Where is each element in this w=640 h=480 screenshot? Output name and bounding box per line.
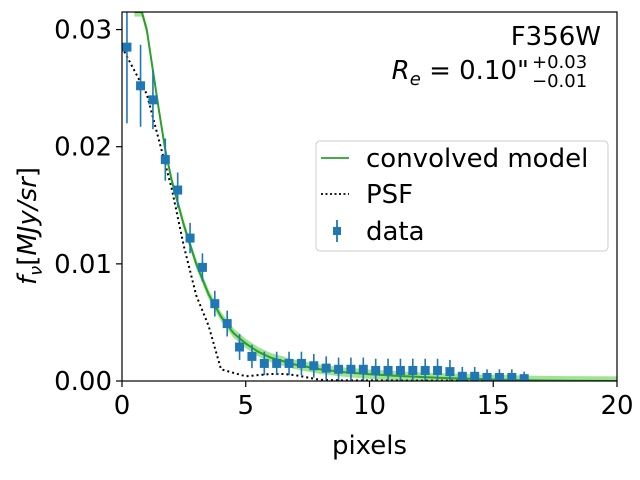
data-marker <box>334 364 344 374</box>
legend-psf-label: PSF <box>366 180 413 210</box>
data-marker <box>272 358 282 368</box>
data-marker <box>160 155 170 165</box>
data-marker <box>259 358 269 368</box>
data-point <box>507 369 517 381</box>
legend-data-label: data <box>366 217 425 247</box>
data-point <box>395 358 405 381</box>
y-tick-label: 0.00 <box>54 367 112 397</box>
data-marker <box>371 365 381 375</box>
data-marker <box>284 358 294 368</box>
y-axis-label: fν[MJy/sr] <box>13 167 47 285</box>
data-marker <box>358 364 368 374</box>
data-points <box>122 12 529 381</box>
data-point <box>136 44 146 127</box>
legend: convolved model PSF data <box>315 140 609 252</box>
data-point <box>259 351 269 376</box>
data-marker <box>247 351 257 361</box>
data-point <box>371 358 381 381</box>
data-marker <box>210 299 220 309</box>
data-marker <box>321 363 331 373</box>
data-marker <box>395 365 405 375</box>
data-point <box>433 358 443 381</box>
data-point <box>408 358 418 381</box>
re-upper-error: +0.03 <box>532 52 587 73</box>
x-axis-label: pixels <box>332 431 407 461</box>
data-marker <box>507 372 517 381</box>
y-tick-label: 0.02 <box>54 133 112 163</box>
y-tick-label: 0.03 <box>54 16 112 46</box>
data-point <box>122 12 132 124</box>
data-point <box>346 357 356 381</box>
data-point <box>457 366 467 381</box>
x-tick-label: 5 <box>237 391 254 421</box>
y-tick-label: 0.01 <box>54 250 112 280</box>
x-ticks: 0 5 10 15 20 <box>114 381 634 421</box>
data-marker <box>408 365 418 375</box>
data-point <box>148 70 158 130</box>
data-marker <box>222 319 232 329</box>
data-point <box>284 351 294 376</box>
legend-box <box>315 140 609 252</box>
data-point <box>222 310 232 337</box>
x-tick-label: 10 <box>353 391 386 421</box>
legend-model-label: convolved model <box>366 144 588 174</box>
re-lower-error: −0.01 <box>532 71 587 92</box>
data-marker <box>185 233 195 243</box>
data-marker <box>122 42 132 52</box>
data-marker <box>457 371 467 381</box>
data-marker <box>445 367 455 377</box>
data-point <box>210 290 220 317</box>
filter-label: F356W <box>511 22 601 52</box>
data-marker <box>420 365 430 375</box>
data-marker <box>494 372 504 381</box>
data-point <box>445 359 455 381</box>
effective-radius-label: Re = 0.10" +0.03 −0.01 <box>392 52 588 92</box>
data-marker <box>296 358 306 368</box>
data-marker <box>235 342 245 352</box>
data-marker <box>482 372 492 381</box>
data-marker <box>383 365 393 375</box>
y-ticks: 0.00 0.01 0.02 0.03 <box>54 16 122 397</box>
data-point <box>470 366 480 381</box>
svg-text:Re = 0.10": Re = 0.10" <box>392 56 529 90</box>
data-point <box>420 358 430 381</box>
data-point <box>358 357 368 381</box>
x-tick-label: 15 <box>477 391 510 421</box>
data-marker <box>470 371 480 381</box>
data-point <box>235 334 245 360</box>
data-point <box>247 344 257 369</box>
data-point <box>321 356 331 380</box>
data-marker <box>136 81 146 91</box>
data-marker <box>433 365 443 375</box>
x-tick-label: 0 <box>114 391 131 421</box>
svg-text:fν[MJy/sr]: fν[MJy/sr] <box>13 167 47 285</box>
data-point <box>197 253 207 282</box>
data-point <box>482 369 492 381</box>
data-point <box>296 351 306 376</box>
data-marker <box>309 361 319 371</box>
data-point <box>185 222 195 254</box>
data-point <box>519 371 529 381</box>
data-point <box>309 354 319 378</box>
data-marker <box>519 374 529 381</box>
data-point <box>383 358 393 381</box>
x-tick-label: 20 <box>600 391 633 421</box>
data-marker <box>197 262 207 272</box>
data-marker <box>173 185 183 195</box>
data-point <box>173 172 183 208</box>
data-point <box>160 138 170 181</box>
data-point <box>494 369 504 381</box>
data-marker <box>148 95 158 105</box>
data-point <box>272 351 282 376</box>
data-marker <box>346 364 356 374</box>
legend-data-marker <box>333 227 341 235</box>
data-point <box>334 357 344 381</box>
